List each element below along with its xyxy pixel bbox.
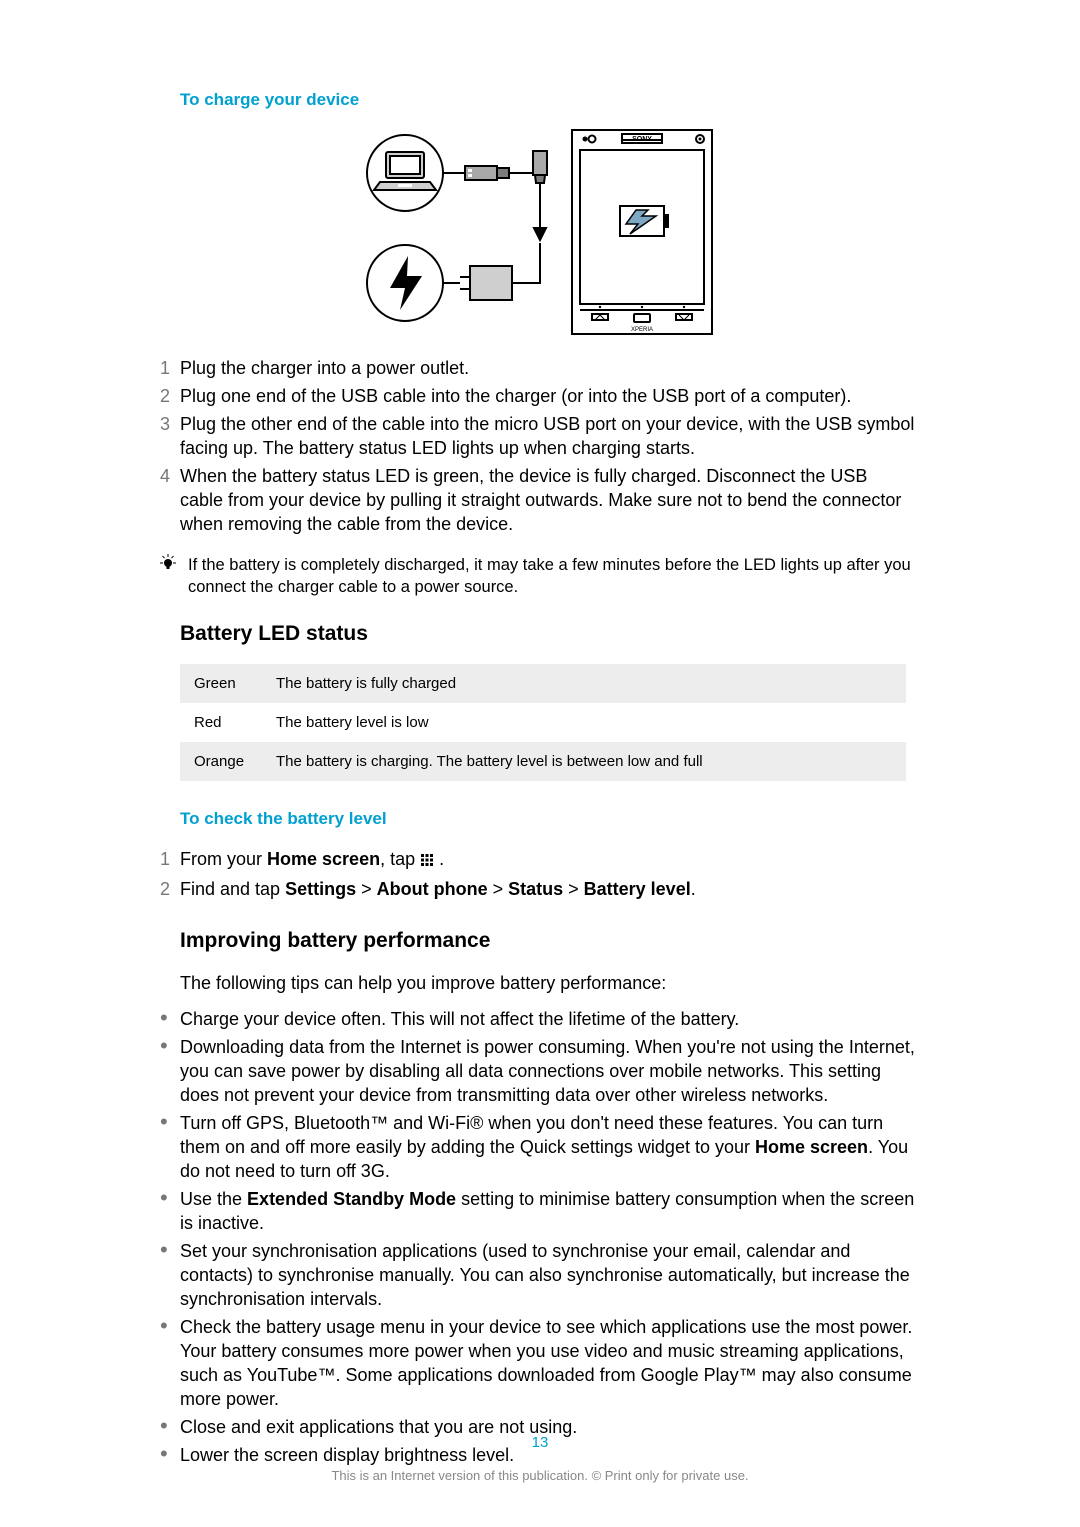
lightbulb-icon xyxy=(160,554,188,577)
bullet-text: Downloading data from the Internet is po… xyxy=(180,1035,915,1107)
table-row: Green The battery is fully charged xyxy=(180,664,906,703)
bullet-text: Check the battery usage menu in your dev… xyxy=(180,1315,915,1411)
step-row: 1 Plug the charger into a power outlet. xyxy=(160,356,915,380)
table-row: Orange The battery is charging. The batt… xyxy=(180,742,906,781)
led-color: Green xyxy=(194,675,276,692)
phone-brand: SONY xyxy=(632,136,652,143)
step-number: 2 xyxy=(160,877,180,901)
led-color: Orange xyxy=(194,753,276,770)
step-text: From your Home screen, tap . xyxy=(180,847,915,873)
intro-text: The following tips can help you improve … xyxy=(180,971,915,995)
bullet-text: Charge your device often. This will not … xyxy=(180,1007,915,1031)
bullet-text: Turn off GPS, Bluetooth™ and Wi-Fi® when… xyxy=(180,1111,915,1183)
bullet-row: • Check the battery usage menu in your d… xyxy=(160,1315,915,1411)
step-text: Plug the charger into a power outlet. xyxy=(180,356,915,380)
nav-item: About phone xyxy=(377,879,488,899)
section-title-led: Battery LED status xyxy=(180,622,915,646)
improving-bullets: • Charge your device often. This will no… xyxy=(160,1007,915,1467)
step-row: 3 Plug the other end of the cable into t… xyxy=(160,412,915,460)
step-number: 4 xyxy=(160,464,180,488)
text-fragment: . xyxy=(434,849,444,869)
bullet-row: • Downloading data from the Internet is … xyxy=(160,1035,915,1107)
separator: > xyxy=(563,879,584,899)
text-fragment: From your xyxy=(180,849,267,869)
bold-text: Home screen xyxy=(267,849,380,869)
bullet-row: • Turn off GPS, Bluetooth™ and Wi-Fi® wh… xyxy=(160,1111,915,1183)
bullet-icon: • xyxy=(160,1315,180,1337)
section-title-charge: To charge your device xyxy=(180,90,915,110)
tip-row: If the battery is completely discharged,… xyxy=(160,554,915,598)
nav-item: Settings xyxy=(285,879,356,899)
bullet-icon: • xyxy=(160,1111,180,1133)
nav-item: Status xyxy=(508,879,563,899)
section-title-check: To check the battery level xyxy=(180,809,915,829)
step-text: Plug one end of the USB cable into the c… xyxy=(180,384,915,408)
step-text: Find and tap Settings > About phone > St… xyxy=(180,877,915,901)
step-number: 3 xyxy=(160,412,180,436)
charge-steps: 1 Plug the charger into a power outlet. … xyxy=(160,356,915,536)
led-desc: The battery is charging. The battery lev… xyxy=(276,753,892,770)
bullet-icon: • xyxy=(160,1035,180,1057)
separator: > xyxy=(356,879,377,899)
text-fragment: , tap xyxy=(380,849,420,869)
bold-text: Extended Standby Mode xyxy=(247,1189,456,1209)
text-fragment: Use the xyxy=(180,1189,247,1209)
bullet-text: Use the Extended Standby Mode setting to… xyxy=(180,1187,915,1235)
separator: > xyxy=(488,879,509,899)
page: To charge your device xyxy=(0,0,1080,1527)
step-number: 1 xyxy=(160,847,180,871)
bullet-icon: • xyxy=(160,1239,180,1261)
section-title-improving: Improving battery performance xyxy=(180,929,915,953)
page-number: 13 xyxy=(0,1434,1080,1451)
step-row: 4 When the battery status LED is green, … xyxy=(160,464,915,536)
phone-sub-brand: XPERIA xyxy=(630,327,652,333)
bullet-icon: • xyxy=(160,1007,180,1029)
bullet-row: • Use the Extended Standby Mode setting … xyxy=(160,1187,915,1235)
led-desc: The battery is fully charged xyxy=(276,675,892,692)
charging-diagram: SONY XPERIA xyxy=(360,128,716,336)
step-row: 2 Find and tap Settings > About phone > … xyxy=(160,877,915,901)
apps-grid-icon xyxy=(420,849,434,873)
step-text: Plug the other end of the cable into the… xyxy=(180,412,915,460)
step-row: 1 From your Home screen, tap . xyxy=(160,847,915,873)
led-status-table: Green The battery is fully charged Red T… xyxy=(180,664,906,781)
step-number: 1 xyxy=(160,356,180,380)
step-row: 2 Plug one end of the USB cable into the… xyxy=(160,384,915,408)
footer-text: This is an Internet version of this publ… xyxy=(0,1468,1080,1483)
table-row: Red The battery level is low xyxy=(180,703,906,742)
text-fragment: Find and tap xyxy=(180,879,285,899)
bullet-text: Set your synchronisation applications (u… xyxy=(180,1239,915,1311)
step-text: When the battery status LED is green, th… xyxy=(180,464,915,536)
step-number: 2 xyxy=(160,384,180,408)
check-steps: 1 From your Home screen, tap . 2 Find an… xyxy=(160,847,915,901)
bullet-row: • Set your synchronisation applications … xyxy=(160,1239,915,1311)
nav-item: Battery level xyxy=(584,879,691,899)
led-color: Red xyxy=(194,714,276,731)
bullet-icon: • xyxy=(160,1187,180,1209)
bold-text: Home screen xyxy=(755,1137,868,1157)
led-desc: The battery level is low xyxy=(276,714,892,731)
bullet-row: • Charge your device often. This will no… xyxy=(160,1007,915,1031)
tip-text: If the battery is completely discharged,… xyxy=(188,554,915,598)
